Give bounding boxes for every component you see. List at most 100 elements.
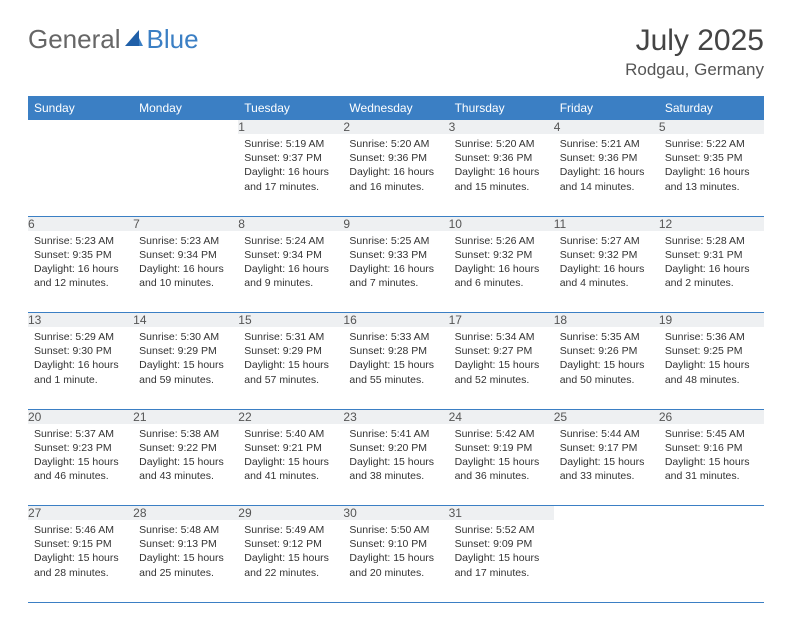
day-cell: Sunrise: 5:49 AMSunset: 9:12 PMDaylight:… <box>238 520 343 602</box>
sail-icon <box>123 24 145 55</box>
sunset-text: Sunset: 9:32 PM <box>560 248 653 262</box>
day-cell: Sunrise: 5:26 AMSunset: 9:32 PMDaylight:… <box>449 231 554 313</box>
daylight-text: Daylight: 15 hours and 17 minutes. <box>455 551 548 579</box>
sunset-text: Sunset: 9:30 PM <box>34 344 127 358</box>
sunset-text: Sunset: 9:27 PM <box>455 344 548 358</box>
sunset-text: Sunset: 9:16 PM <box>665 441 758 455</box>
daylight-text: Daylight: 15 hours and 41 minutes. <box>244 455 337 483</box>
sunrise-text: Sunrise: 5:22 AM <box>665 137 758 151</box>
day-number: 1 <box>238 120 343 134</box>
day-number: 13 <box>28 313 133 328</box>
empty-cell <box>659 506 764 521</box>
day-number: 19 <box>659 313 764 328</box>
daylight-text: Daylight: 16 hours and 7 minutes. <box>349 262 442 290</box>
sunrise-text: Sunrise: 5:27 AM <box>560 234 653 248</box>
sunset-text: Sunset: 9:12 PM <box>244 537 337 551</box>
daylight-text: Daylight: 16 hours and 9 minutes. <box>244 262 337 290</box>
day-cell: Sunrise: 5:50 AMSunset: 9:10 PMDaylight:… <box>343 520 448 602</box>
sunrise-text: Sunrise: 5:19 AM <box>244 137 337 151</box>
sunrise-text: Sunrise: 5:38 AM <box>139 427 232 441</box>
column-header: Sunday <box>28 96 133 120</box>
day-number: 22 <box>238 409 343 424</box>
sunset-text: Sunset: 9:20 PM <box>349 441 442 455</box>
day-number: 16 <box>343 313 448 328</box>
sunset-text: Sunset: 9:17 PM <box>560 441 653 455</box>
day-cell: Sunrise: 5:22 AMSunset: 9:35 PMDaylight:… <box>659 134 764 216</box>
sunset-text: Sunset: 9:21 PM <box>244 441 337 455</box>
day-cell: Sunrise: 5:48 AMSunset: 9:13 PMDaylight:… <box>133 520 238 602</box>
sunrise-text: Sunrise: 5:21 AM <box>560 137 653 151</box>
sunrise-text: Sunrise: 5:35 AM <box>560 330 653 344</box>
day-number: 17 <box>449 313 554 328</box>
sunrise-text: Sunrise: 5:40 AM <box>244 427 337 441</box>
day-number: 31 <box>449 506 554 521</box>
sunrise-text: Sunrise: 5:49 AM <box>244 523 337 537</box>
daylight-text: Daylight: 15 hours and 46 minutes. <box>34 455 127 483</box>
day-number: 12 <box>659 216 764 231</box>
daylight-text: Daylight: 16 hours and 1 minute. <box>34 358 127 386</box>
daylight-text: Daylight: 15 hours and 31 minutes. <box>665 455 758 483</box>
day-cell: Sunrise: 5:23 AMSunset: 9:34 PMDaylight:… <box>133 231 238 313</box>
calendar-header-row: SundayMondayTuesdayWednesdayThursdayFrid… <box>28 96 764 120</box>
sunset-text: Sunset: 9:33 PM <box>349 248 442 262</box>
brand-part2: Blue <box>147 24 199 55</box>
sunrise-text: Sunrise: 5:48 AM <box>139 523 232 537</box>
location: Rodgau, Germany <box>625 60 764 80</box>
day-number: 3 <box>449 120 554 134</box>
day-number: 18 <box>554 313 659 328</box>
calendar-page: General Blue July 2025 Rodgau, Germany S… <box>0 0 792 623</box>
day-cell: Sunrise: 5:31 AMSunset: 9:29 PMDaylight:… <box>238 327 343 409</box>
sunset-text: Sunset: 9:36 PM <box>560 151 653 165</box>
day-cell: Sunrise: 5:34 AMSunset: 9:27 PMDaylight:… <box>449 327 554 409</box>
day-cell: Sunrise: 5:23 AMSunset: 9:35 PMDaylight:… <box>28 231 133 313</box>
daylight-text: Daylight: 15 hours and 20 minutes. <box>349 551 442 579</box>
sunset-text: Sunset: 9:15 PM <box>34 537 127 551</box>
daylight-text: Daylight: 15 hours and 55 minutes. <box>349 358 442 386</box>
day-number: 4 <box>554 120 659 134</box>
sunrise-text: Sunrise: 5:23 AM <box>34 234 127 248</box>
daylight-text: Daylight: 16 hours and 2 minutes. <box>665 262 758 290</box>
sunrise-text: Sunrise: 5:24 AM <box>244 234 337 248</box>
day-cell: Sunrise: 5:37 AMSunset: 9:23 PMDaylight:… <box>28 424 133 506</box>
column-header: Wednesday <box>343 96 448 120</box>
calendar-table: SundayMondayTuesdayWednesdayThursdayFrid… <box>28 96 764 603</box>
brand-part1: General <box>28 24 121 55</box>
day-cell: Sunrise: 5:35 AMSunset: 9:26 PMDaylight:… <box>554 327 659 409</box>
day-cell: Sunrise: 5:24 AMSunset: 9:34 PMDaylight:… <box>238 231 343 313</box>
day-cell: Sunrise: 5:19 AMSunset: 9:37 PMDaylight:… <box>238 134 343 216</box>
empty-cell <box>554 520 659 602</box>
sunset-text: Sunset: 9:26 PM <box>560 344 653 358</box>
daylight-text: Daylight: 16 hours and 17 minutes. <box>244 165 337 193</box>
day-number: 8 <box>238 216 343 231</box>
empty-cell <box>28 120 133 134</box>
daylight-text: Daylight: 16 hours and 12 minutes. <box>34 262 127 290</box>
day-number: 11 <box>554 216 659 231</box>
daylight-text: Daylight: 16 hours and 15 minutes. <box>455 165 548 193</box>
sunrise-text: Sunrise: 5:37 AM <box>34 427 127 441</box>
sunset-text: Sunset: 9:31 PM <box>665 248 758 262</box>
day-number: 21 <box>133 409 238 424</box>
day-cell: Sunrise: 5:25 AMSunset: 9:33 PMDaylight:… <box>343 231 448 313</box>
sunrise-text: Sunrise: 5:33 AM <box>349 330 442 344</box>
sunset-text: Sunset: 9:25 PM <box>665 344 758 358</box>
sunrise-text: Sunrise: 5:52 AM <box>455 523 548 537</box>
day-number: 28 <box>133 506 238 521</box>
sunset-text: Sunset: 9:35 PM <box>665 151 758 165</box>
sunset-text: Sunset: 9:23 PM <box>34 441 127 455</box>
day-number: 9 <box>343 216 448 231</box>
day-number: 25 <box>554 409 659 424</box>
sunset-text: Sunset: 9:22 PM <box>139 441 232 455</box>
day-cell: Sunrise: 5:21 AMSunset: 9:36 PMDaylight:… <box>554 134 659 216</box>
daylight-text: Daylight: 16 hours and 14 minutes. <box>560 165 653 193</box>
empty-cell <box>28 134 133 216</box>
brand-logo: General Blue <box>28 24 199 55</box>
sunrise-text: Sunrise: 5:30 AM <box>139 330 232 344</box>
daylight-text: Daylight: 15 hours and 22 minutes. <box>244 551 337 579</box>
day-number: 23 <box>343 409 448 424</box>
sunset-text: Sunset: 9:28 PM <box>349 344 442 358</box>
sunrise-text: Sunrise: 5:29 AM <box>34 330 127 344</box>
sunset-text: Sunset: 9:29 PM <box>139 344 232 358</box>
day-cell: Sunrise: 5:20 AMSunset: 9:36 PMDaylight:… <box>343 134 448 216</box>
sunset-text: Sunset: 9:09 PM <box>455 537 548 551</box>
daylight-text: Daylight: 15 hours and 57 minutes. <box>244 358 337 386</box>
